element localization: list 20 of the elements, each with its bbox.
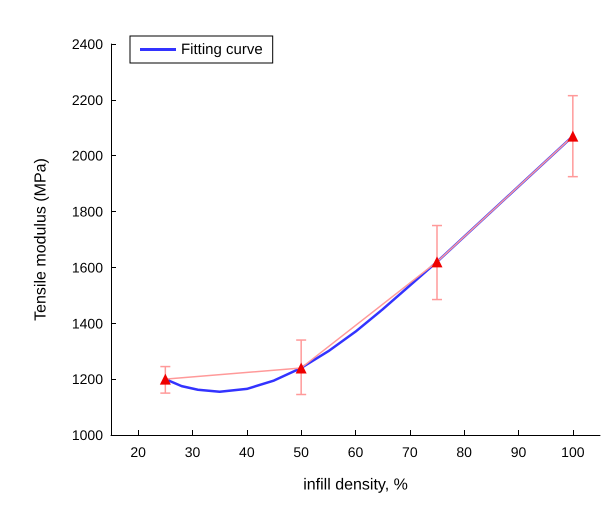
y-tick-label: 1400 — [72, 315, 104, 332]
x-axis-title: infill density, % — [303, 476, 408, 494]
y-tick-label: 1200 — [72, 371, 104, 388]
y-tick-label: 2200 — [72, 92, 104, 108]
x-tick-label: 50 — [293, 444, 310, 460]
x-tick-label: 40 — [239, 444, 255, 460]
y-tick-label: 2400 — [72, 36, 104, 52]
x-tick-label: 60 — [348, 444, 364, 460]
legend-label: Fitting curve — [181, 41, 263, 58]
x-tick-label: 90 — [510, 444, 526, 460]
y-tick-label: 1800 — [72, 204, 104, 220]
x-tick-label: 20 — [130, 444, 146, 460]
y-tick-label: 1000 — [72, 427, 104, 443]
x-tick-label: 100 — [561, 444, 585, 460]
x-tick-label: 30 — [184, 444, 200, 460]
x-tick-label: 70 — [402, 444, 418, 460]
y-axis-title: Tensile modulus (MPa) — [32, 158, 50, 321]
x-tick-label: 80 — [456, 444, 472, 460]
y-tick-label: 1600 — [72, 259, 104, 276]
y-tick-label: 2000 — [72, 148, 104, 164]
